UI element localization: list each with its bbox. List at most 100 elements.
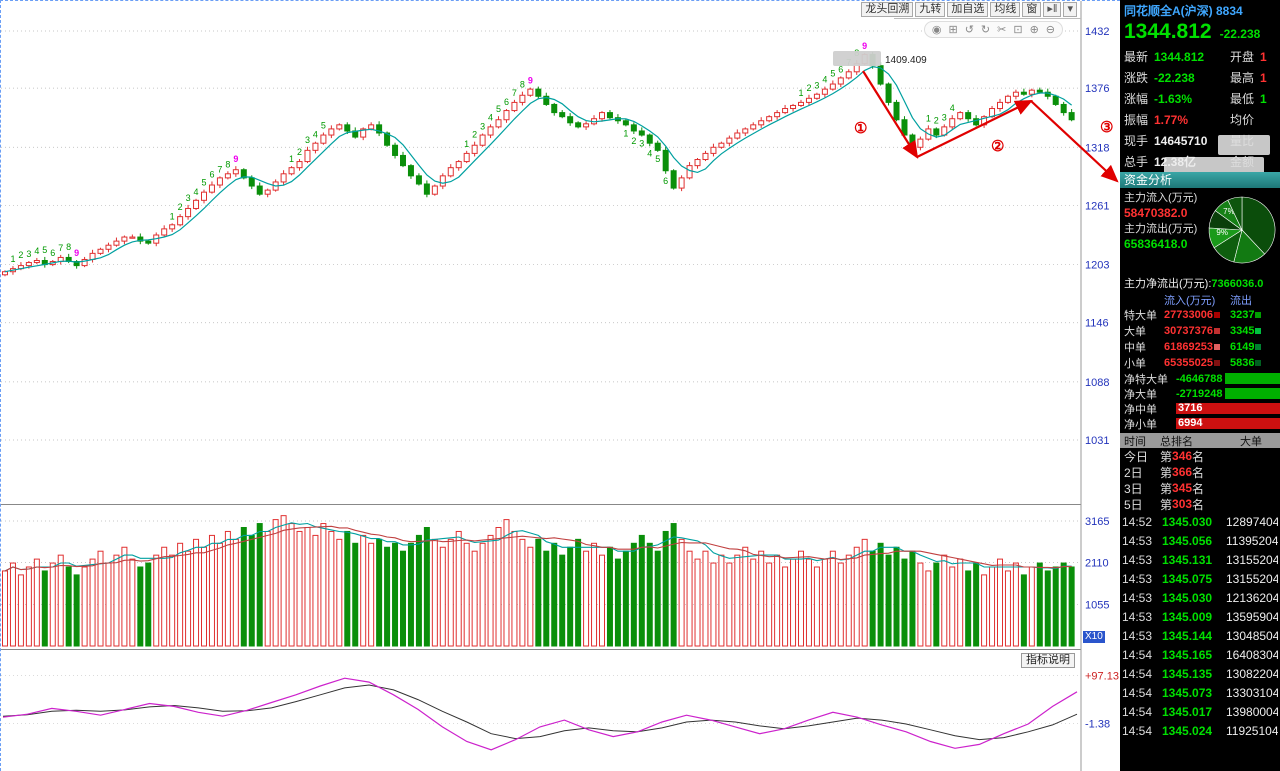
quote-value: -22.238 <box>1154 70 1195 85</box>
nine-turn-digit: 5 <box>42 245 47 255</box>
tick-row[interactable]: 14:52 1345.030 12897404 <box>1120 512 1280 531</box>
nine-turn-digit: 2 <box>472 130 477 140</box>
main-outflow-value: 65836418.0 <box>1124 237 1188 251</box>
toolbar-item-4[interactable]: 均线 <box>990 2 1021 17</box>
tick-row[interactable]: 14:54 1345.073 13303104 <box>1120 683 1280 702</box>
rank-number: 346 <box>1172 449 1193 463</box>
nine-turn-digit: 4 <box>488 112 493 122</box>
tick-row[interactable]: 14:53 1345.009 13595904 <box>1120 607 1280 626</box>
nine-turn-digit: 9 <box>862 41 867 51</box>
arrow-circle-label: ① <box>854 120 867 137</box>
flow-label: 特大单 <box>1124 310 1157 322</box>
tick-time: 14:54 <box>1122 685 1153 700</box>
tick-list[interactable]: 14:52 1345.030 12897404 14:53 1345.056 113952… <box>1120 512 1280 740</box>
flow-inflow-value: 30737376 <box>1164 325 1230 337</box>
nine-turn-digit: 3 <box>480 122 485 132</box>
tick-time: 14:53 <box>1122 552 1153 567</box>
flow-header-inflow: 流入(万元) <box>1164 294 1216 307</box>
nine-turn-digit: 9 <box>74 248 79 258</box>
last-price: 1344.812 <box>1124 20 1212 43</box>
rank-prefix: 第 <box>1160 465 1173 480</box>
flow-outflow-value: 3345 <box>1230 325 1276 337</box>
tick-price: 1345.009 <box>1162 609 1213 624</box>
flow-row: 小单 65355025 5836 <box>1120 355 1280 371</box>
quote-label: 涨幅 <box>1124 92 1149 106</box>
kline-chart-svg[interactable]: 1432137613181261120311461088103131652110… <box>1 1 1121 771</box>
flow-inflow-value: 27733006 <box>1164 309 1230 321</box>
tick-time: 14:54 <box>1122 723 1153 738</box>
tick-time: 14:53 <box>1122 590 1153 605</box>
quote-value: 14645710 <box>1154 133 1208 148</box>
indicator-help-button[interactable]: 指标说明 <box>1021 653 1075 668</box>
quote-row: 涨幅 -1.63% 最低 1 <box>1120 88 1280 109</box>
toolbar-item-1[interactable]: 龙头回溯 <box>861 2 914 17</box>
tick-price: 1345.135 <box>1162 666 1213 681</box>
cut-icon[interactable]: ✂ <box>997 24 1007 36</box>
tick-volume: 13595904 <box>1226 609 1278 624</box>
quote-row: 最新 1344.812 开盘 1 <box>1120 46 1280 67</box>
toolbar-item-5[interactable]: 窗 <box>1022 2 1042 17</box>
rank-number: 303 <box>1172 497 1193 511</box>
pie-slice-label: 7% <box>1223 207 1235 216</box>
instrument-title[interactable]: 同花顺全A(沪深) 8834 <box>1124 4 1243 18</box>
fund-analysis-header[interactable]: 资金分析 <box>1120 172 1280 188</box>
nine-turn-digit: 5 <box>321 120 326 130</box>
net-outflow-line: 主力净流出(万元):7366036.0 <box>1120 273 1280 292</box>
eye-icon[interactable]: ◉ <box>931 24 942 36</box>
volume-scale-badge[interactable]: X10 <box>1083 631 1105 643</box>
tick-price: 1345.024 <box>1162 723 1213 738</box>
tick-row[interactable]: 14:54 1345.024 11925104 <box>1120 721 1280 740</box>
tick-row[interactable]: 14:53 1345.131 13155204 <box>1120 550 1280 569</box>
tick-volume: 13980004 <box>1226 704 1278 719</box>
quote-row: 总手 12.38亿 金额 <box>1120 151 1280 172</box>
nine-turn-digit: 1 <box>289 154 294 164</box>
nine-turn-digit: 5 <box>201 178 206 188</box>
rank-label: 5日 <box>1124 497 1143 512</box>
quote-value: 12.38亿 <box>1154 155 1197 169</box>
nine-turn-digit: 8 <box>225 159 230 169</box>
tick-row[interactable]: 14:53 1345.075 13155204 <box>1120 569 1280 588</box>
undo-icon[interactable]: ↺ <box>964 24 974 36</box>
tick-price: 1345.131 <box>1162 552 1213 567</box>
nine-turn-digit: 1 <box>926 113 931 123</box>
flow-row: 大单 30737376 3345 <box>1120 323 1280 339</box>
nine-turn-digit: 1 <box>10 254 15 264</box>
rank-suffix: 名 <box>1192 449 1205 464</box>
grid-icon[interactable]: ⊞ <box>948 24 958 36</box>
rank-header-time: 时间 <box>1124 435 1146 448</box>
tick-row[interactable]: 14:53 1345.056 11395204 <box>1120 531 1280 550</box>
nine-turn-digit: 3 <box>186 193 191 203</box>
toolbar-tail-icon-2[interactable]: ▾ <box>1063 2 1077 17</box>
inflow-color-square <box>1213 328 1220 334</box>
tick-volume: 12136204 <box>1226 590 1278 605</box>
lock-icon[interactable]: ⊡ <box>1013 24 1023 36</box>
kline-chart-area[interactable]: 1432 1376 1318 1261 1203 1146 1088 1031 3165 2110… <box>0 0 1121 771</box>
nine-turn-digit: 1 <box>623 128 628 138</box>
flow-header-outflow: 流出 <box>1230 294 1252 307</box>
quote-label: 最新 <box>1124 50 1149 64</box>
zoom-out-icon[interactable]: ⊖ <box>1045 24 1055 36</box>
flow-row: 特大单 27733006 3237 <box>1120 307 1280 323</box>
trend-arrow <box>916 100 1033 158</box>
toolbar-item-2[interactable]: 九转 <box>915 2 946 17</box>
price-axis-label: 1031 <box>1085 435 1109 447</box>
tick-row[interactable]: 14:54 1345.165 16408304 <box>1120 645 1280 664</box>
toolbar-item-3[interactable]: 加自选 <box>947 2 989 17</box>
fund-flow-block: 主力流入(万元) 58470382.0 主力流出(万元) 65836418.0 … <box>1120 188 1280 273</box>
tick-row[interactable]: 14:53 1345.144 13048504 <box>1120 626 1280 645</box>
outflow-color-square <box>1255 312 1262 318</box>
tick-volume: 13048504 <box>1226 628 1278 643</box>
tick-row[interactable]: 14:54 1345.017 13980004 <box>1120 702 1280 721</box>
redo-icon[interactable]: ↻ <box>980 24 991 36</box>
toolbar-tail-icon-1[interactable]: ▸‖ <box>1043 2 1062 17</box>
tick-row[interactable]: 14:54 1345.135 13082204 <box>1120 664 1280 683</box>
nine-turn-digit: 5 <box>655 154 660 164</box>
quote-value-2: 1 <box>1260 49 1267 64</box>
nine-turn-digit: 3 <box>814 81 819 91</box>
tick-time: 14:54 <box>1122 647 1153 662</box>
nine-turn-digit: 4 <box>950 103 955 113</box>
nine-turn-digit: 1 <box>464 139 469 149</box>
nine-turn-digit: 6 <box>504 97 509 107</box>
tick-row[interactable]: 14:53 1345.030 12136204 <box>1120 588 1280 607</box>
zoom-in-icon[interactable]: ⊕ <box>1029 24 1039 36</box>
